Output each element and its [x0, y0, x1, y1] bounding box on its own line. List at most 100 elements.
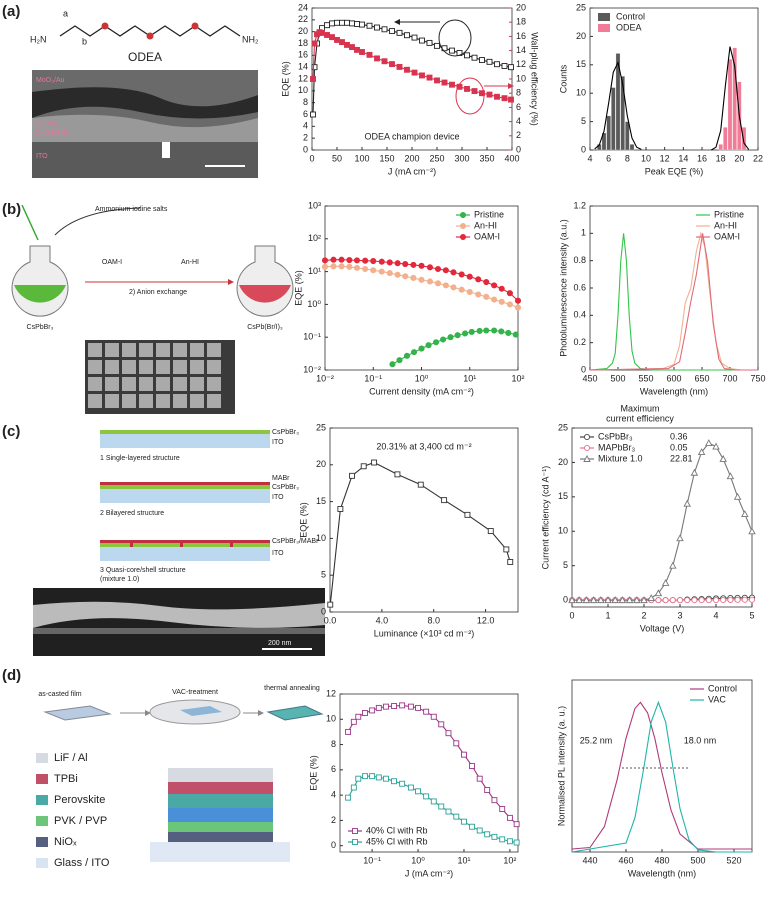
marker	[476, 827, 483, 834]
marker	[486, 91, 493, 98]
marker	[597, 596, 605, 604]
marker	[415, 704, 421, 711]
marker	[375, 774, 382, 781]
y-tick-label: 0	[581, 144, 586, 154]
series-line	[571, 700, 752, 853]
x-tick-label: 10⁻²	[316, 373, 334, 383]
marker	[391, 703, 397, 709]
marker	[418, 262, 425, 269]
arrowhead	[508, 83, 514, 89]
marker	[404, 66, 410, 73]
marker	[453, 813, 460, 820]
marker	[362, 773, 368, 780]
marker	[505, 329, 512, 336]
caption: (mixture 1.0)	[100, 576, 139, 583]
marker	[386, 270, 393, 277]
marker	[506, 290, 513, 297]
marker	[394, 260, 401, 267]
y-tick-label: 25	[576, 2, 586, 12]
marker	[691, 597, 698, 604]
y-axis-label: EQE (%)	[308, 755, 318, 791]
x-tick-label: 10⁰	[415, 373, 429, 383]
x-axis-label: J (mA cm⁻²)	[388, 166, 436, 176]
marker	[513, 839, 520, 846]
legend-label: OAM-I	[714, 231, 740, 241]
marker	[491, 296, 498, 303]
label: ITO	[272, 550, 284, 557]
y-tick-label: 10⁻²	[303, 364, 321, 374]
layer-label: Perovskite	[54, 794, 105, 806]
bar	[629, 144, 635, 151]
label: MoO₃/Au	[36, 77, 65, 84]
marker	[468, 328, 475, 335]
label: 2) Anion exchange	[129, 289, 187, 296]
marker	[417, 481, 424, 488]
legend-label: MAPbBr₃	[598, 442, 636, 452]
marker	[450, 284, 457, 291]
marker	[338, 263, 345, 270]
marker	[471, 88, 478, 95]
marker	[727, 596, 734, 603]
marker	[407, 784, 414, 791]
marker	[508, 96, 514, 103]
marker	[582, 596, 591, 604]
x-tick-label: 12	[660, 153, 670, 163]
marker	[498, 328, 505, 335]
marker	[334, 37, 340, 43]
y2-tick-label: 14	[516, 45, 526, 55]
marker	[491, 833, 498, 840]
label: An-HI	[181, 259, 199, 266]
y-tick-label: 24	[298, 2, 308, 12]
x-tick-label: 150	[379, 153, 394, 163]
marker	[494, 93, 500, 100]
y-tick-label: 10	[558, 526, 568, 536]
legend-value: 0.36	[670, 431, 688, 441]
marker	[362, 257, 369, 264]
y-tick-label: 6	[303, 109, 308, 119]
marker	[661, 578, 670, 586]
marker	[423, 708, 430, 715]
marker	[389, 28, 395, 35]
x-tick-label: 520	[726, 855, 741, 865]
plot-frame	[571, 427, 753, 608]
marker	[697, 448, 706, 456]
marker	[461, 818, 467, 825]
marker	[311, 40, 318, 47]
marker	[370, 257, 377, 265]
marker	[512, 331, 519, 338]
marker	[396, 29, 403, 36]
legend-marker	[352, 828, 358, 834]
legend-label: OAM-I	[474, 231, 500, 241]
x-tick-label: 2	[641, 610, 646, 620]
legend-marker	[459, 211, 467, 219]
y-tick-label: 18	[298, 38, 308, 48]
marker	[407, 703, 414, 710]
marker	[349, 20, 355, 27]
marker	[442, 267, 449, 274]
marker	[410, 274, 417, 282]
marker	[353, 264, 361, 271]
marker	[461, 751, 467, 758]
bar	[611, 87, 616, 151]
label: ITO	[36, 153, 48, 160]
marker	[360, 463, 367, 470]
marker	[589, 596, 598, 604]
y-axis-label: Current efficiency (cd A⁻¹)	[540, 466, 550, 570]
marker	[464, 85, 470, 92]
series-line	[571, 701, 752, 850]
plot-frame	[589, 7, 759, 151]
marker	[346, 263, 353, 270]
molecule	[59, 22, 241, 40]
label: CsPbBr₃	[272, 484, 299, 491]
marker	[374, 55, 380, 62]
y-tick-label: 16	[298, 50, 308, 60]
x-tick-label: 50	[332, 153, 342, 163]
y-tick-label: 6	[331, 764, 336, 774]
y-tick-label: 12	[298, 73, 308, 83]
marker	[362, 265, 369, 273]
caption: 3 Quasi-core/shell structure	[100, 567, 186, 574]
marker	[434, 280, 442, 287]
legend-label: Pristine	[474, 209, 504, 219]
marker	[339, 19, 345, 26]
marker	[339, 39, 345, 46]
